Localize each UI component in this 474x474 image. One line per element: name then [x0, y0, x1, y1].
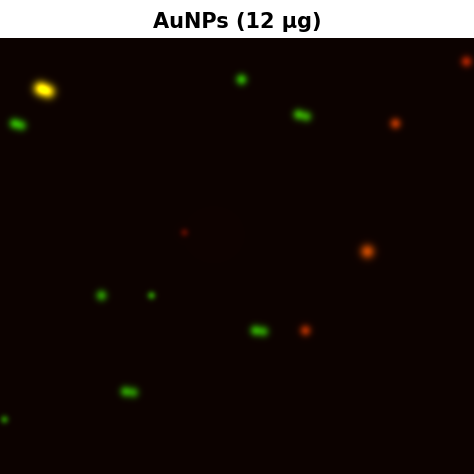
Text: AuNPs (12 μg): AuNPs (12 μg)	[153, 12, 321, 32]
